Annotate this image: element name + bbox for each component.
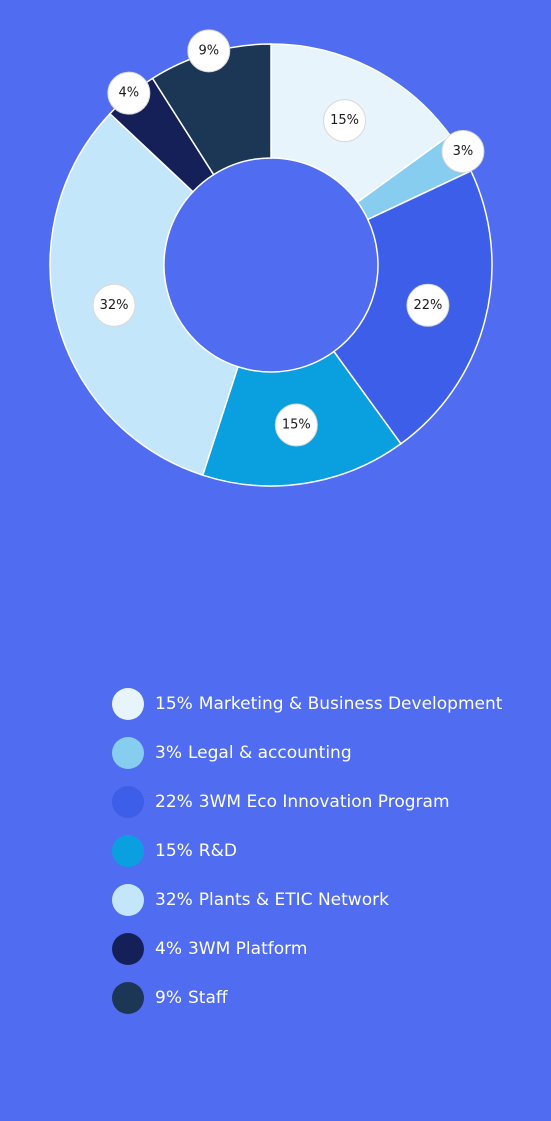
legend-swatch [112,933,144,965]
legend-swatch [112,786,144,818]
legend-value: 22% [155,792,193,812]
legend-label: Marketing & Business Development [199,694,503,714]
slice-label-badge [406,283,450,327]
legend-entry: 32% Plants & ETIC Network [155,890,389,910]
legend-entry: 22% 3WM Eco Innovation Program [155,792,450,812]
slice-label: 9% [198,43,219,58]
legend-label: Plants & ETIC Network [199,890,389,910]
slice-label-badge [274,403,318,447]
slice-label: 22% [413,298,442,313]
slice-label-badge [187,29,231,73]
legend-label: Staff [188,988,229,1008]
slice-label-badge [92,283,136,327]
legend-label: R&D [199,841,237,861]
legend-value: 4% [155,939,182,959]
legend-value: 15% [155,694,193,714]
legend-value: 32% [155,890,193,910]
legend-value: 3% [155,743,182,763]
slice-label: 32% [100,298,129,313]
legend-swatch [112,835,144,867]
legend-entry: 15% R&D [155,841,237,861]
legend-swatch [112,688,144,720]
legend-swatch [112,982,144,1014]
legend-label: Legal & accounting [188,743,352,763]
slice [151,43,272,176]
legend-value: 15% [155,841,193,861]
legend-entry: 3% Legal & accounting [155,743,352,763]
slice-label: 15% [330,113,359,128]
legend-entry: 15% Marketing & Business Development [155,694,503,714]
legend-swatch [112,884,144,916]
legend-entry: 9% Staff [155,988,229,1008]
slice-label: 4% [119,86,140,101]
legend-label: 3WM Eco Innovation Program [199,792,450,812]
slice-label: 3% [453,144,474,159]
legend-swatch [112,737,144,769]
slice [49,112,239,477]
slice-label-badge [441,129,485,173]
legend-label: 3WM Platform [188,939,307,959]
slice-label-badge [107,71,151,115]
legend-value: 9% [155,988,182,1008]
slice-label-badge [323,99,367,143]
legend-entry: 4% 3WM Platform [155,939,307,959]
slice-label: 15% [282,418,311,433]
